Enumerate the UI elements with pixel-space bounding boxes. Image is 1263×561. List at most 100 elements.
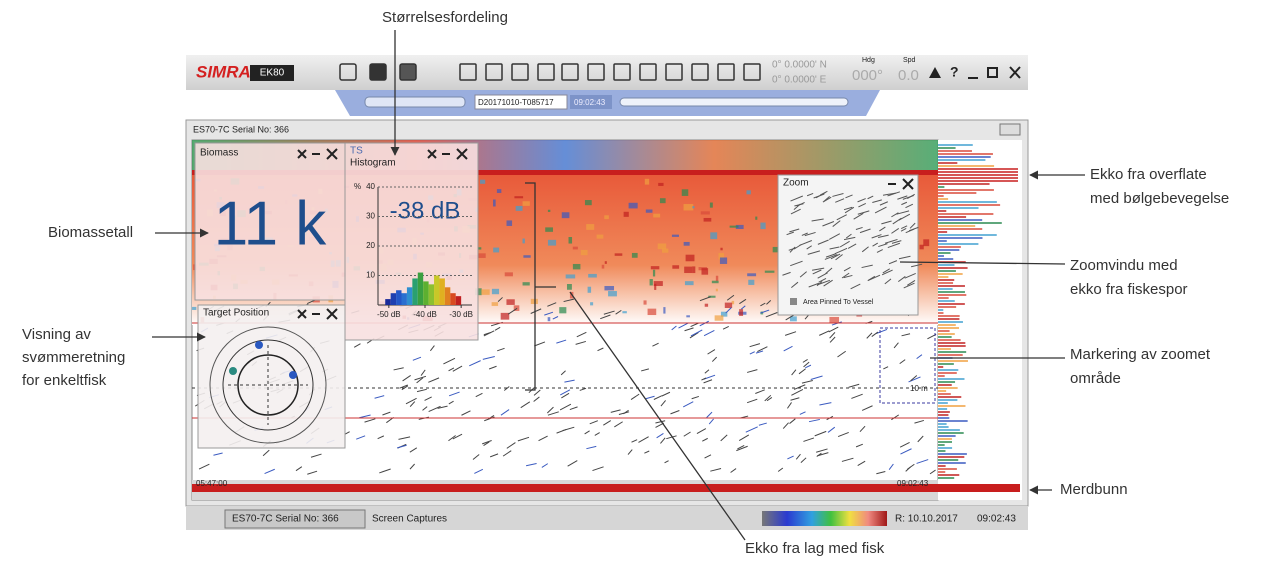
echo-speckle [546,406,554,414]
toolbar-icon[interactable] [399,63,417,81]
toolbar-icon[interactable] [369,63,387,81]
echo-speckle [560,370,566,376]
echo-speckle [437,405,448,409]
restore-button[interactable] [987,67,998,78]
toolbar-icon[interactable] [639,63,657,81]
echo-speckle [647,308,657,316]
echo-speckle [556,428,567,434]
biomass-panel [194,142,346,301]
panel-buttons[interactable] [888,178,914,190]
echo-speckle [584,430,590,435]
help-button[interactable]: ? [950,64,959,80]
zoom-marker[interactable] [879,327,936,404]
echo-speckle [448,367,455,372]
toolbar-icon[interactable] [665,63,683,81]
toolbar-icon[interactable] [459,63,477,81]
alarm-button[interactable] [929,67,941,78]
echo-speckle [448,391,460,397]
echo-speckle [663,307,666,314]
echo-speckle [422,406,428,411]
echo-speckle [739,298,747,305]
toolbar-icon[interactable] [339,63,357,81]
toolbar [186,55,1028,90]
speed: 0.0 [898,67,919,84]
toolbar-icon[interactable] [537,63,555,81]
zoom-echo [874,206,887,214]
toolbar-icon[interactable] [485,63,503,81]
toolbar-icon[interactable] [561,63,579,81]
echo-speckle [685,254,695,262]
toolbar-icon[interactable] [743,63,761,81]
panel-buttons[interactable] [427,148,468,160]
echo-speckle [808,418,820,423]
echo-speckle [604,215,609,220]
minimize-button[interactable] [968,77,978,79]
echo-speckle [791,389,804,396]
echo-speckle [575,340,586,345]
echo-speckle [517,436,530,442]
echo-speckle [523,255,531,258]
zoom-echo [882,268,890,274]
echo-speckle [547,302,557,307]
echo-speckle [819,402,832,406]
echo-speckle [409,401,416,407]
echo-speckle [569,406,578,411]
panel-buttons[interactable] [297,148,338,160]
echo-speckle [586,445,597,450]
echo-speckle [644,178,650,185]
tab[interactable] [224,509,366,529]
time-slider[interactable] [619,97,849,107]
zoom-echo [782,190,923,290]
tab-label[interactable]: ES70-7C Serial No: 366 [232,514,339,525]
echo-speckle [722,325,729,330]
echo-speckle [657,243,667,250]
zoom-echo [832,193,844,197]
zoom-echo [871,234,882,239]
toolbar-icon[interactable] [613,63,631,81]
zoom-echo [791,281,799,288]
echo-speckle [310,453,322,458]
echo-speckle [496,189,502,193]
echo-speckle [692,266,696,274]
echo-speckle [691,395,700,400]
echo-speckle [660,400,666,407]
echo-speckle [661,391,671,397]
replay-slider[interactable] [364,96,466,108]
echo-speckle [739,309,744,316]
toolbar-icon[interactable] [691,63,709,81]
echo-speckle [472,454,480,460]
panel-buttons[interactable] [297,308,338,320]
close-button[interactable] [1009,66,1021,79]
echo-speckle [584,200,592,206]
fish-target [255,341,263,349]
echo-speckle [841,457,854,462]
toolbar-icon[interactable] [717,63,735,81]
echo-speckle [893,342,899,349]
brand: SIMRAD [196,62,263,81]
zoom-echo [819,190,828,196]
echo-speckle [746,398,758,404]
toolbar-icon[interactable] [587,63,605,81]
echo-speckle [513,305,520,311]
echo-speckle [715,288,718,292]
zoom-echo [808,282,820,288]
echo-speckle [747,273,757,277]
echo-speckle [398,436,411,440]
echo-speckle [658,182,664,186]
window-controls[interactable] [999,123,1021,136]
zoom-echo [790,195,804,202]
echo-speckle [500,409,510,416]
tab-label[interactable]: Screen Captures [372,514,447,525]
echo-speckle [478,247,482,250]
echo-speckle [690,322,699,328]
echo-speckle [848,383,860,388]
echo-speckle [412,356,422,361]
pin-checkbox[interactable] [790,298,797,305]
zoom-echo [898,213,911,221]
zoom-echo [834,247,848,255]
toolbar-icon[interactable] [511,63,529,81]
echo-speckle [666,435,677,440]
echo-speckle [506,442,516,449]
panel-title: Zoom [783,178,809,189]
echo-speckle [791,369,797,376]
